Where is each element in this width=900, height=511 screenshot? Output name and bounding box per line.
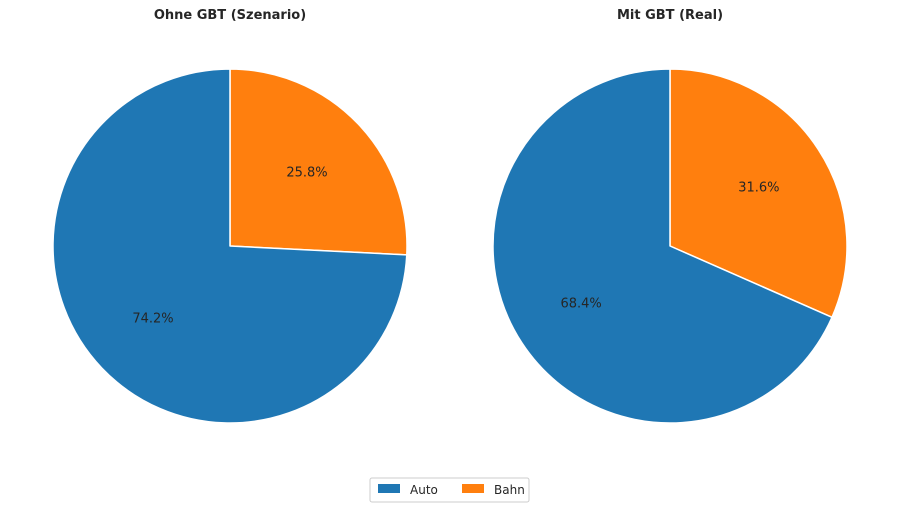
pie-label-auto-ohne-gbt: 74.2% bbox=[132, 312, 173, 327]
legend-label-auto: Auto bbox=[410, 483, 438, 497]
pie-label-bahn-mit-gbt: 31.6% bbox=[738, 181, 779, 196]
pie-labels-mit-gbt: 31.6% 68.4% bbox=[560, 181, 779, 312]
pie-chart-ohne-gbt: Ohne GBT (Szenario) 25.8% 74.2% bbox=[52, 8, 408, 424]
pie-slice-bahn-ohne-gbt bbox=[229, 68, 408, 256]
pie-labels-ohne-gbt: 25.8% 74.2% bbox=[132, 165, 327, 326]
legend: Auto Bahn bbox=[369, 477, 530, 503]
pie-slice-auto-ohne-gbt bbox=[52, 68, 408, 424]
pie-slice-auto-mit-gbt bbox=[492, 68, 833, 424]
legend-swatch-bahn bbox=[462, 484, 484, 493]
legend-swatch-auto bbox=[378, 484, 400, 493]
pie-label-bahn-ohne-gbt: 25.8% bbox=[286, 165, 327, 180]
pie-chart-mit-gbt: Mit GBT (Real) 31.6% 68.4% bbox=[492, 8, 848, 424]
pie-slices-ohne-gbt bbox=[52, 68, 408, 424]
pie-slices-mit-gbt bbox=[492, 68, 848, 424]
pie-label-auto-mit-gbt: 68.4% bbox=[560, 297, 601, 312]
chart-title-mit-gbt: Mit GBT (Real) bbox=[617, 8, 723, 23]
legend-frame bbox=[369, 477, 530, 503]
chart-title-ohne-gbt: Ohne GBT (Szenario) bbox=[154, 8, 306, 23]
pie-slice-bahn-mit-gbt bbox=[669, 68, 848, 319]
legend-label-bahn: Bahn bbox=[494, 483, 525, 497]
